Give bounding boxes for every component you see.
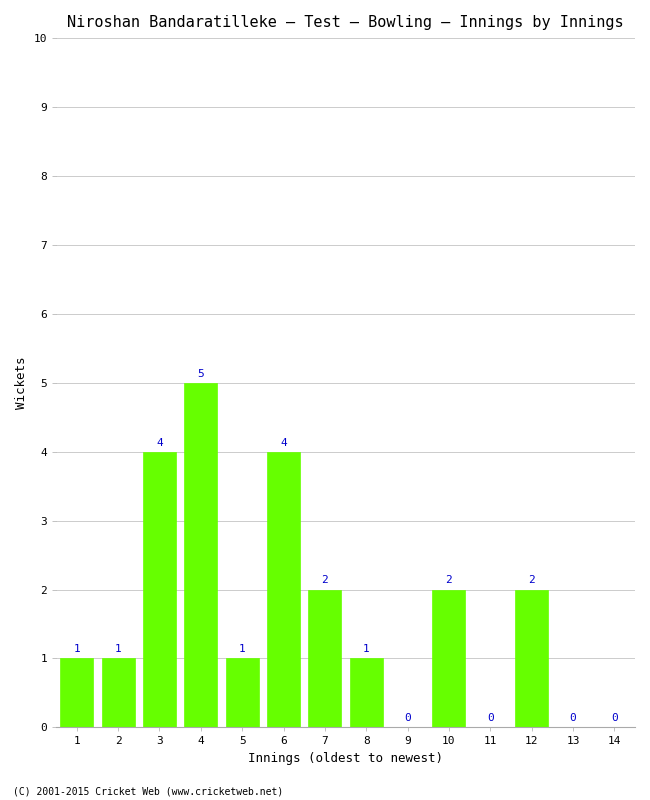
Text: 4: 4 xyxy=(280,438,287,447)
Text: 0: 0 xyxy=(611,714,618,723)
Bar xyxy=(60,658,94,727)
Bar xyxy=(350,658,383,727)
Title: Niroshan Bandaratilleke – Test – Bowling – Innings by Innings: Niroshan Bandaratilleke – Test – Bowling… xyxy=(67,15,624,30)
Text: 1: 1 xyxy=(363,644,370,654)
Text: 0: 0 xyxy=(404,714,411,723)
Bar xyxy=(308,590,341,727)
Text: 0: 0 xyxy=(487,714,493,723)
Bar xyxy=(184,382,217,727)
Text: 2: 2 xyxy=(445,575,452,586)
Bar xyxy=(143,452,176,727)
X-axis label: Innings (oldest to newest): Innings (oldest to newest) xyxy=(248,752,443,765)
Bar xyxy=(101,658,135,727)
Text: 2: 2 xyxy=(322,575,328,586)
Bar xyxy=(226,658,259,727)
Bar xyxy=(267,452,300,727)
Text: 1: 1 xyxy=(73,644,80,654)
Text: 4: 4 xyxy=(156,438,163,447)
Text: 1: 1 xyxy=(239,644,246,654)
Bar xyxy=(515,590,548,727)
Text: 0: 0 xyxy=(569,714,577,723)
Text: 1: 1 xyxy=(115,644,122,654)
Y-axis label: Wickets: Wickets xyxy=(15,357,28,409)
Bar xyxy=(432,590,465,727)
Text: (C) 2001-2015 Cricket Web (www.cricketweb.net): (C) 2001-2015 Cricket Web (www.cricketwe… xyxy=(13,786,283,796)
Text: 2: 2 xyxy=(528,575,535,586)
Text: 5: 5 xyxy=(198,369,204,378)
